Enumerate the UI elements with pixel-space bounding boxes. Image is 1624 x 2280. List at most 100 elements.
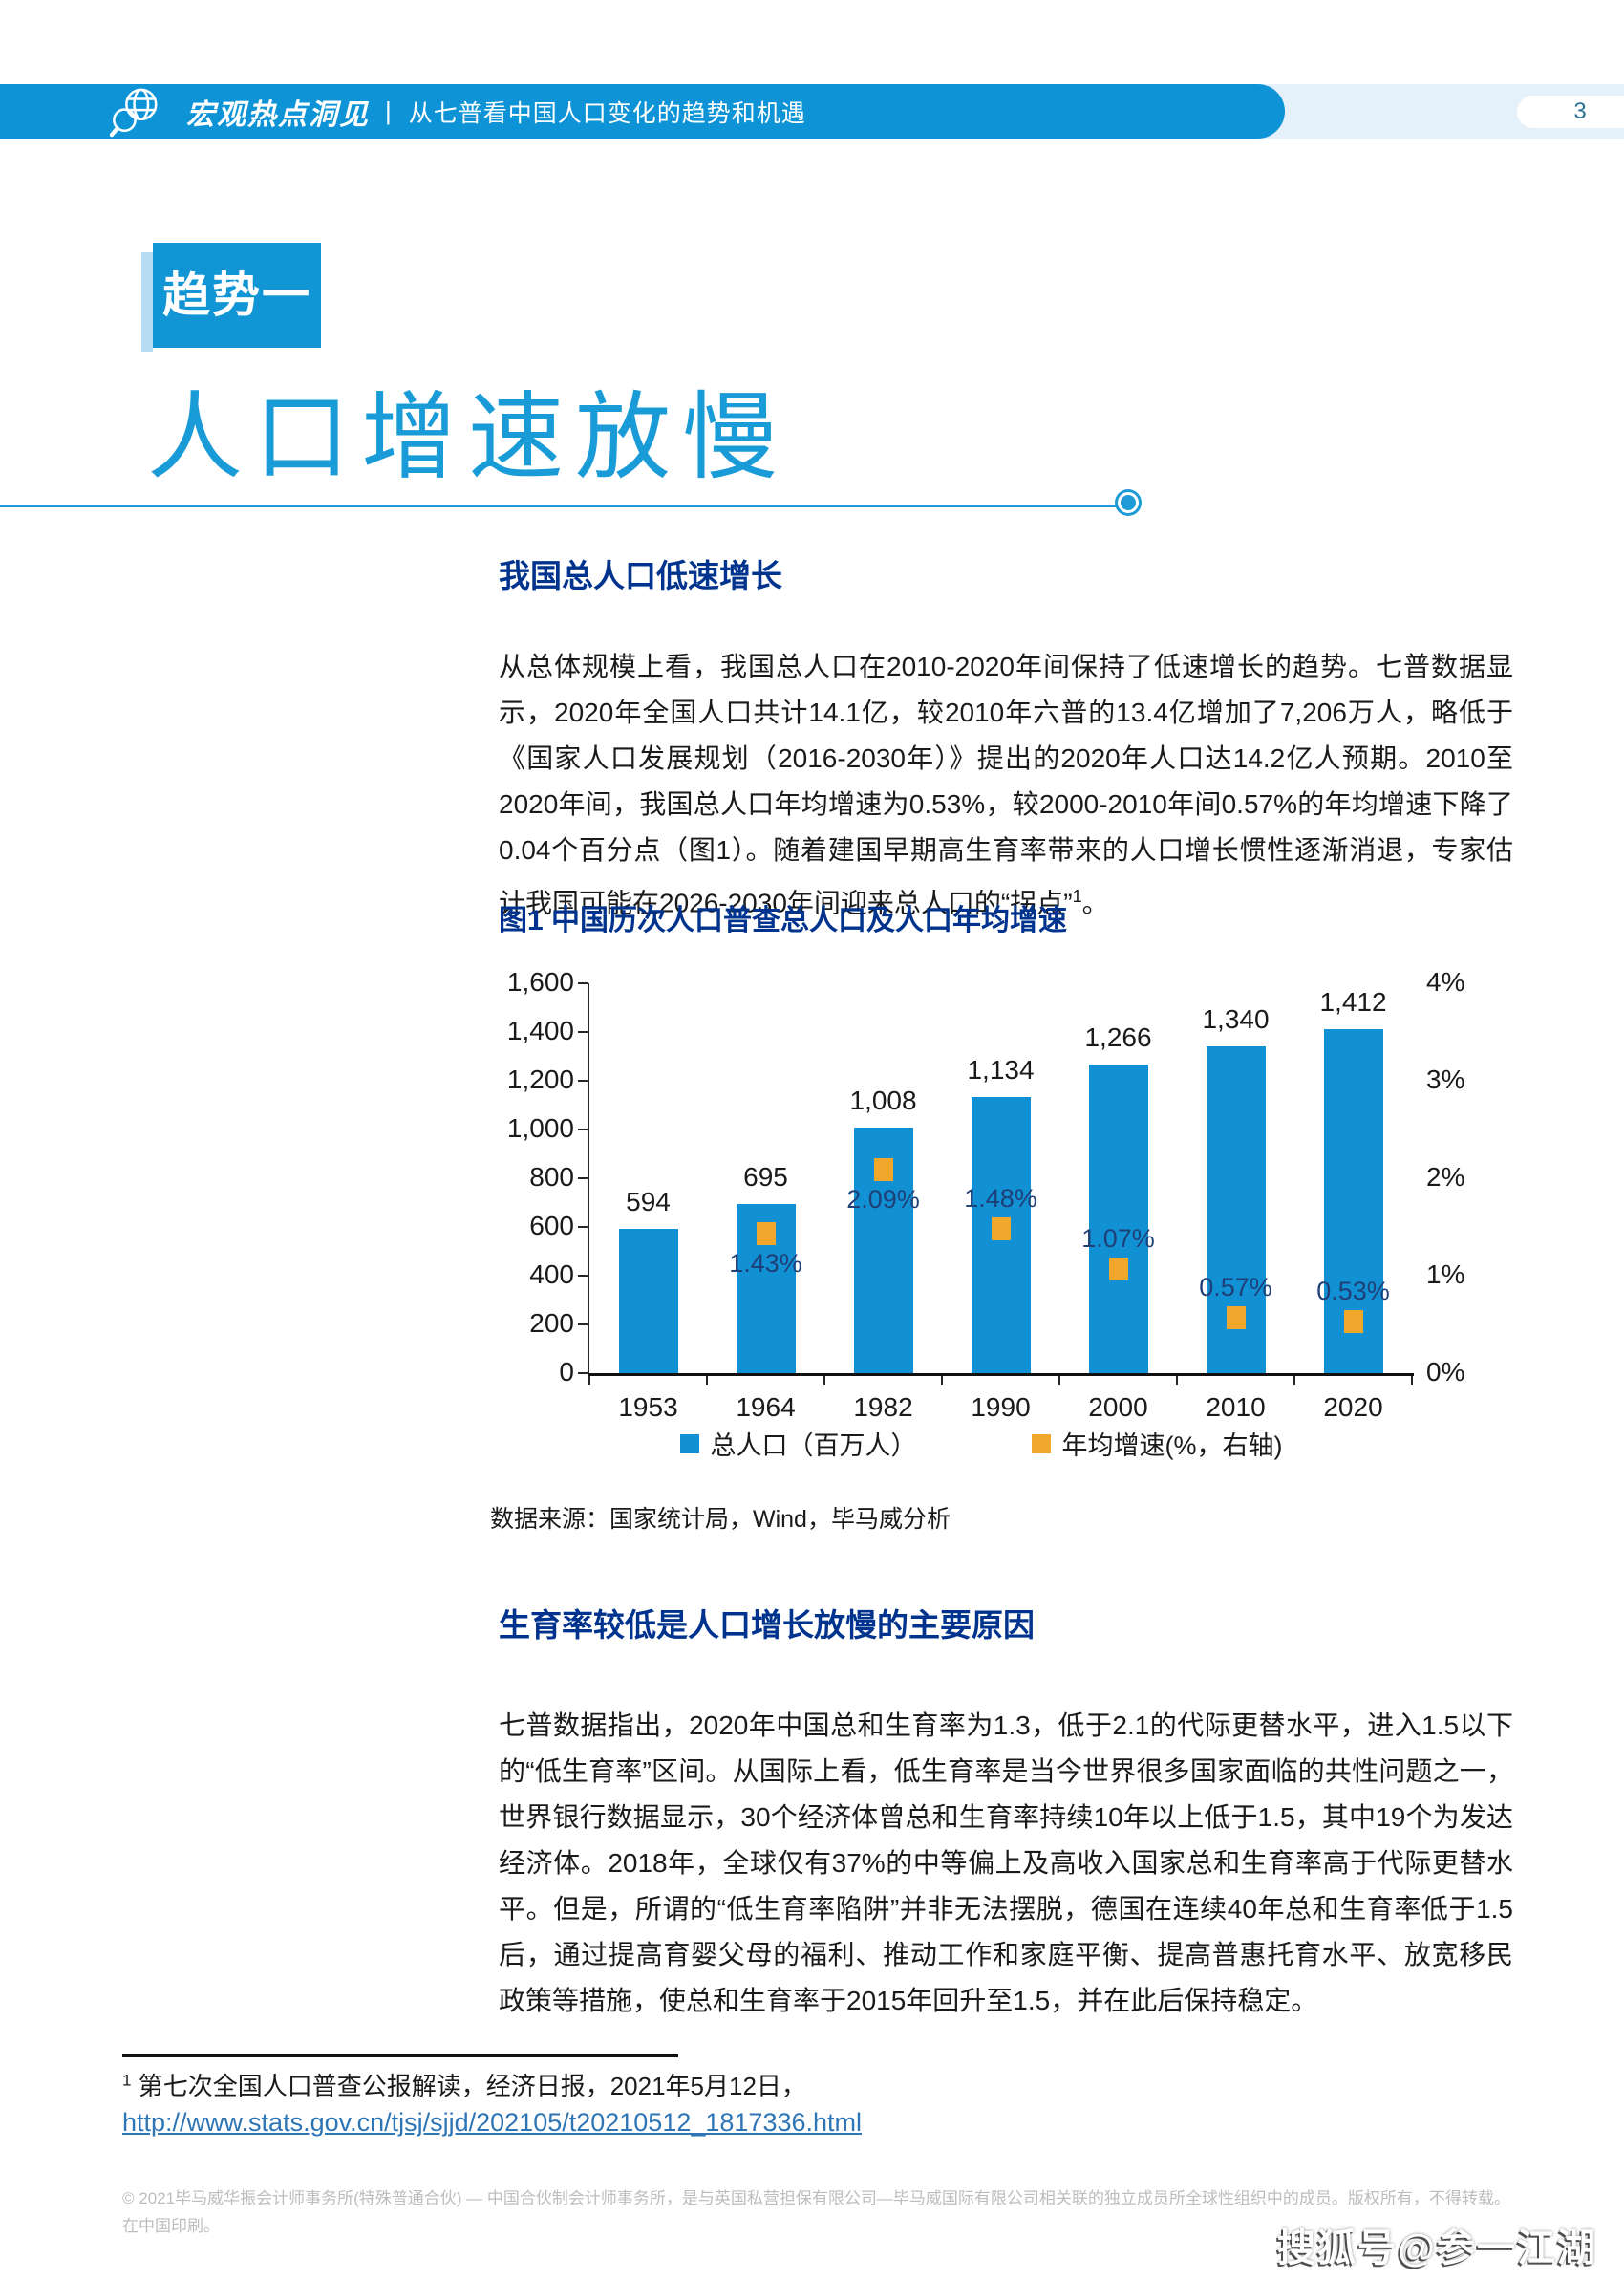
y-axis-tick xyxy=(578,1323,588,1325)
bar-value-label: 695 xyxy=(743,1161,788,1192)
growth-rate-label: 0.57% xyxy=(1199,1272,1272,1301)
legend-label-growth-rate: 年均增速(%，右轴) xyxy=(1061,1431,1283,1460)
trend-badge-accent xyxy=(141,252,153,352)
y-axis-tick-label: 800 xyxy=(529,1162,574,1192)
y-axis-tick xyxy=(578,1177,588,1179)
y-axis-tick-label: 1,400 xyxy=(506,1016,574,1045)
legend-item-growth-rate: 年均增速(%，右轴) xyxy=(1031,1425,1283,1462)
y-axis-tick-label: 0 xyxy=(559,1357,574,1387)
chart-legend: 总人口（百万人） 年均增速(%，右轴) xyxy=(499,1425,1464,1462)
copyright-footer: © 2021毕马威华振会计师事务所(特殊普通合伙) — 中国合伙制会计师事务所，… xyxy=(122,2184,1517,2240)
y-axis-tick xyxy=(578,1129,588,1130)
footnote-link[interactable]: http://www.stats.gov.cn/tjsj/sjjd/202105… xyxy=(122,2108,862,2137)
x-axis-category-label: 1982 xyxy=(853,1392,913,1422)
y-axis-tick-label: 400 xyxy=(529,1259,574,1289)
right-axis-tick-label: 1% xyxy=(1426,1259,1465,1289)
chart-plot: 0 200 400 600 800 1,000 1,200 1,400 1,600 0% 1% 2% 3… xyxy=(507,967,1465,1422)
growth-rate-marker xyxy=(1343,1309,1363,1333)
x-axis-tick xyxy=(941,1376,943,1385)
x-axis-tick xyxy=(1176,1376,1178,1385)
growth-rate-label: 0.53% xyxy=(1316,1276,1390,1305)
footnote-rule xyxy=(122,2054,678,2057)
x-axis-category-label: 2000 xyxy=(1088,1392,1148,1422)
y-axis-tick-label: 200 xyxy=(529,1308,574,1338)
x-axis-tick xyxy=(706,1376,708,1385)
paragraph-period: 。 xyxy=(1081,888,1109,918)
legend-label-total-population: 总人口（百万人） xyxy=(710,1431,917,1460)
growth-rate-marker xyxy=(873,1157,893,1181)
divider-dot xyxy=(1118,492,1139,513)
footnote-text: 1 第七次全国人口普查公报解读，经济日报，2021年5月12日， xyxy=(122,2067,806,2102)
x-axis-tick xyxy=(1058,1376,1060,1385)
data-source-note: 数据来源：国家统计局，Wind，毕马威分析 xyxy=(490,1506,951,1533)
y-axis-tick-label: 1,200 xyxy=(506,1065,574,1094)
x-axis-tick xyxy=(1411,1376,1413,1385)
bar-value-label: 1,266 xyxy=(1084,1022,1152,1053)
copyright-line-1: © 2021毕马威华振会计师事务所(特殊普通合伙) — 中国合伙制会计师事务所，… xyxy=(122,2189,1510,2207)
bar-value-label: 594 xyxy=(626,1186,671,1216)
right-axis-tick-label: 4% xyxy=(1426,967,1465,997)
divider-rule xyxy=(0,505,1127,507)
footnote-marker: 1 xyxy=(122,2071,132,2090)
section-heading-population-growth: 我国总人口低速增长 xyxy=(499,558,782,593)
footnote-reference[interactable]: 1 xyxy=(1072,887,1082,906)
x-axis-category-label: 2020 xyxy=(1323,1392,1383,1422)
growth-rate-marker xyxy=(991,1217,1011,1241)
bar-value-label: 1,412 xyxy=(1319,986,1387,1017)
bar-value-label: 1,008 xyxy=(849,1085,917,1115)
right-axis-tick-label: 3% xyxy=(1426,1065,1465,1094)
growth-rate-marker xyxy=(756,1222,776,1246)
y-axis-tick xyxy=(578,1226,588,1228)
paragraph-population-growth: 从总体规模上看，我国总人口在2010-2020年间保持了低速增长的趋势。七普数据… xyxy=(499,644,1513,926)
y-axis-tick-label: 600 xyxy=(529,1211,574,1240)
document-title: 从七普看中国人口变化的趋势和机遇 xyxy=(408,99,806,127)
bar-value-label: 1,340 xyxy=(1202,1004,1270,1035)
y-axis-line xyxy=(588,983,589,1373)
y-axis-tick xyxy=(578,1275,588,1277)
growth-rate-label: 1.43% xyxy=(729,1249,802,1279)
page-title: 人口增速放慢 xyxy=(147,384,789,491)
growth-rate-label: 1.48% xyxy=(964,1184,1037,1214)
x-axis-category-label: 1990 xyxy=(971,1392,1031,1422)
right-axis-tick-label: 0% xyxy=(1426,1357,1465,1387)
globe-magnifier-icon xyxy=(110,88,158,137)
sohu-watermark: 搜狐号@参一江湖 xyxy=(1276,2227,1597,2269)
total-population-bar xyxy=(1088,1065,1148,1373)
y-axis-tick xyxy=(578,1372,588,1374)
total-population-bar xyxy=(618,1228,678,1373)
x-axis-tick xyxy=(588,1376,590,1385)
brand-title: 宏观热点洞见 xyxy=(186,98,370,131)
figure-1: 0 200 400 600 800 1,000 1,200 1,400 1,600 0% 1% 2% 3… xyxy=(499,960,1465,1495)
y-axis-tick xyxy=(578,1080,588,1082)
trend-badge: 趋势一 xyxy=(153,243,321,348)
legend-item-total-population: 总人口（百万人） xyxy=(679,1425,917,1462)
x-axis-line xyxy=(588,1373,1414,1376)
y-axis-tick xyxy=(578,982,588,984)
growth-rate-label: 1.07% xyxy=(1081,1223,1155,1253)
growth-rate-marker xyxy=(1108,1257,1128,1280)
x-axis-category-label: 1964 xyxy=(736,1392,796,1422)
x-axis-tick xyxy=(823,1376,825,1385)
x-axis-category-label: 1953 xyxy=(618,1392,678,1422)
header-band: 宏观热点洞见 | 从七普看中国人口变化的趋势和机遇 xyxy=(0,84,1285,139)
x-axis-tick xyxy=(1293,1376,1295,1385)
copyright-line-2: 在中国印刷。 xyxy=(122,2217,220,2235)
chart-title: 图1 中国历次人口普查总人口及人口年均增速 xyxy=(499,905,1068,936)
y-axis-tick-label: 1,000 xyxy=(506,1113,574,1143)
header-divider: | xyxy=(385,97,392,125)
section-heading-fertility: 生育率较低是人口增长放慢的主要原因 xyxy=(499,1607,1035,1643)
x-axis-category-label: 2010 xyxy=(1206,1392,1266,1422)
right-axis-tick-label: 2% xyxy=(1426,1162,1465,1192)
y-axis-tick xyxy=(578,1031,588,1033)
paragraph-text: 从总体规模上看，我国总人口在2010-2020年间保持了低速增长的趋势。七普数据… xyxy=(499,652,1513,918)
legend-swatch xyxy=(679,1433,699,1453)
growth-rate-marker xyxy=(1226,1305,1246,1329)
footnote-citation: 第七次全国人口普查公报解读，经济日报，2021年5月12日， xyxy=(131,2072,806,2100)
legend-swatch xyxy=(1031,1433,1051,1453)
y-axis-tick-label: 1,600 xyxy=(506,967,574,997)
bar-value-label: 1,134 xyxy=(967,1054,1035,1085)
paragraph-fertility: 七普数据指出，2020年中国总和生育率为1.3，低于2.1的代际更替水平，进入1… xyxy=(499,1710,1513,2015)
growth-rate-label: 2.09% xyxy=(846,1184,920,1214)
page-number-badge: 3 xyxy=(1517,96,1624,128)
